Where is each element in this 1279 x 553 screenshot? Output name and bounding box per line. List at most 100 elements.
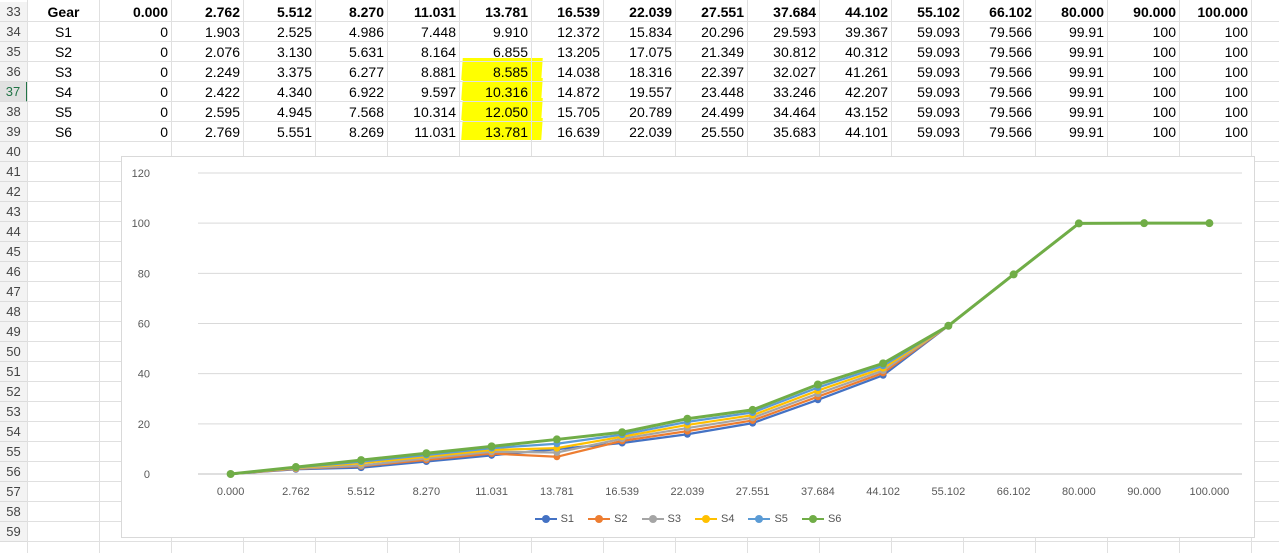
row-header-58[interactable]: 58 [0, 502, 28, 522]
row-header-51[interactable]: 51 [0, 362, 28, 382]
data-cell[interactable]: 100 [1108, 122, 1180, 142]
data-cell[interactable]: 99.91 [1036, 122, 1108, 142]
data-cell[interactable]: 7.448 [388, 22, 460, 42]
header-cell[interactable]: 90.000 [1108, 2, 1180, 22]
data-cell[interactable]: 100 [1180, 82, 1252, 102]
chart-legend[interactable]: S1 S2 S3 S4 S5 S6 [122, 511, 1254, 527]
data-cell[interactable]: 6.855 [460, 42, 532, 62]
row-label-cell[interactable]: S1 [28, 22, 100, 42]
data-cell[interactable]: 4.945 [244, 102, 316, 122]
data-cell[interactable]: 100 [1108, 82, 1180, 102]
data-cell[interactable]: 29.593 [748, 22, 820, 42]
data-cell[interactable]: 12.372 [532, 22, 604, 42]
data-cell[interactable]: 22.397 [676, 62, 748, 82]
row-header-37[interactable]: 37 [0, 82, 28, 102]
row-header-46[interactable]: 46 [0, 262, 28, 282]
data-cell[interactable]: 21.349 [676, 42, 748, 62]
data-cell[interactable]: 0 [100, 102, 172, 122]
data-cell[interactable]: 59.093 [892, 102, 964, 122]
data-cell[interactable]: 20.789 [604, 102, 676, 122]
data-cell[interactable]: 15.834 [604, 22, 676, 42]
data-cell[interactable]: 16.639 [532, 122, 604, 142]
data-cell[interactable]: 24.499 [676, 102, 748, 122]
data-cell[interactable]: 14.872 [532, 82, 604, 102]
row-header-38[interactable]: 38 [0, 102, 28, 122]
data-cell[interactable]: 12.050 [460, 102, 532, 122]
data-cell[interactable]: 3.130 [244, 42, 316, 62]
row-header-36[interactable]: 36 [0, 62, 28, 82]
header-cell[interactable]: 13.781 [460, 2, 532, 22]
data-cell[interactable]: 5.551 [244, 122, 316, 142]
data-cell[interactable]: 99.91 [1036, 42, 1108, 62]
data-cell[interactable]: 3.375 [244, 62, 316, 82]
row-label-cell[interactable]: S2 [28, 42, 100, 62]
data-cell[interactable]: 43.152 [820, 102, 892, 122]
data-cell[interactable]: 6.922 [316, 82, 388, 102]
data-cell[interactable]: 59.093 [892, 42, 964, 62]
row-header-43[interactable]: 43 [0, 202, 28, 222]
header-cell[interactable]: 27.551 [676, 2, 748, 22]
data-cell[interactable]: 34.464 [748, 102, 820, 122]
data-cell[interactable]: 4.340 [244, 82, 316, 102]
legend-item-s4[interactable]: S4 [695, 511, 734, 527]
row-header-50[interactable]: 50 [0, 342, 28, 362]
data-cell[interactable]: 13.205 [532, 42, 604, 62]
data-cell[interactable]: 2.769 [172, 122, 244, 142]
row-header-47[interactable]: 47 [0, 282, 28, 302]
data-cell[interactable]: 100 [1108, 102, 1180, 122]
data-cell[interactable]: 2.422 [172, 82, 244, 102]
data-cell[interactable]: 100 [1108, 62, 1180, 82]
data-cell[interactable]: 0 [100, 22, 172, 42]
row-header-59[interactable]: 59 [0, 522, 28, 542]
row-header-55[interactable]: 55 [0, 442, 28, 462]
data-cell[interactable]: 25.550 [676, 122, 748, 142]
data-cell[interactable]: 100 [1180, 62, 1252, 82]
data-cell[interactable]: 7.568 [316, 102, 388, 122]
data-cell[interactable]: 18.316 [604, 62, 676, 82]
row-header-44[interactable]: 44 [0, 222, 28, 242]
legend-item-s3[interactable]: S3 [641, 511, 681, 527]
header-cell[interactable]: 22.039 [604, 2, 676, 22]
data-cell[interactable]: 100 [1108, 22, 1180, 42]
legend-item-s6[interactable]: S6 [801, 511, 841, 527]
legend-item-s2[interactable]: S2 [588, 511, 628, 527]
data-cell[interactable]: 35.683 [748, 122, 820, 142]
data-cell[interactable]: 6.277 [316, 62, 388, 82]
data-cell[interactable]: 79.566 [964, 62, 1036, 82]
row-header-41[interactable]: 41 [0, 162, 28, 182]
data-cell[interactable]: 9.597 [388, 82, 460, 102]
row-header-39[interactable]: 39 [0, 122, 28, 142]
data-cell[interactable]: 99.91 [1036, 102, 1108, 122]
data-cell[interactable]: 79.566 [964, 22, 1036, 42]
data-cell[interactable]: 59.093 [892, 62, 964, 82]
row-header-53[interactable]: 53 [0, 402, 28, 422]
data-cell[interactable]: 99.91 [1036, 22, 1108, 42]
data-cell[interactable]: 13.781 [460, 122, 532, 142]
data-cell[interactable]: 8.585 [460, 62, 532, 82]
data-cell[interactable]: 8.269 [316, 122, 388, 142]
data-cell[interactable]: 4.986 [316, 22, 388, 42]
legend-item-s1[interactable]: S1 [534, 511, 574, 527]
data-cell[interactable]: 17.075 [604, 42, 676, 62]
data-cell[interactable]: 19.557 [604, 82, 676, 102]
data-cell[interactable]: 100 [1180, 42, 1252, 62]
row-header-42[interactable]: 42 [0, 182, 28, 202]
header-cell[interactable]: 37.684 [748, 2, 820, 22]
data-cell[interactable]: 23.448 [676, 82, 748, 102]
data-cell[interactable]: 79.566 [964, 82, 1036, 102]
data-cell[interactable]: 8.164 [388, 42, 460, 62]
data-cell[interactable]: 39.367 [820, 22, 892, 42]
row-header-54[interactable]: 54 [0, 422, 28, 442]
data-cell[interactable]: 79.566 [964, 102, 1036, 122]
row-label-cell[interactable]: S6 [28, 122, 100, 142]
data-cell[interactable]: 41.261 [820, 62, 892, 82]
data-cell[interactable]: 59.093 [892, 22, 964, 42]
row-header-34[interactable]: 34 [0, 22, 28, 42]
row-header-35[interactable]: 35 [0, 42, 28, 62]
data-cell[interactable]: 40.312 [820, 42, 892, 62]
header-cell[interactable]: 11.031 [388, 2, 460, 22]
data-cell[interactable]: 59.093 [892, 122, 964, 142]
data-cell[interactable]: 0 [100, 82, 172, 102]
data-cell[interactable]: 1.903 [172, 22, 244, 42]
header-cell[interactable]: 55.102 [892, 2, 964, 22]
